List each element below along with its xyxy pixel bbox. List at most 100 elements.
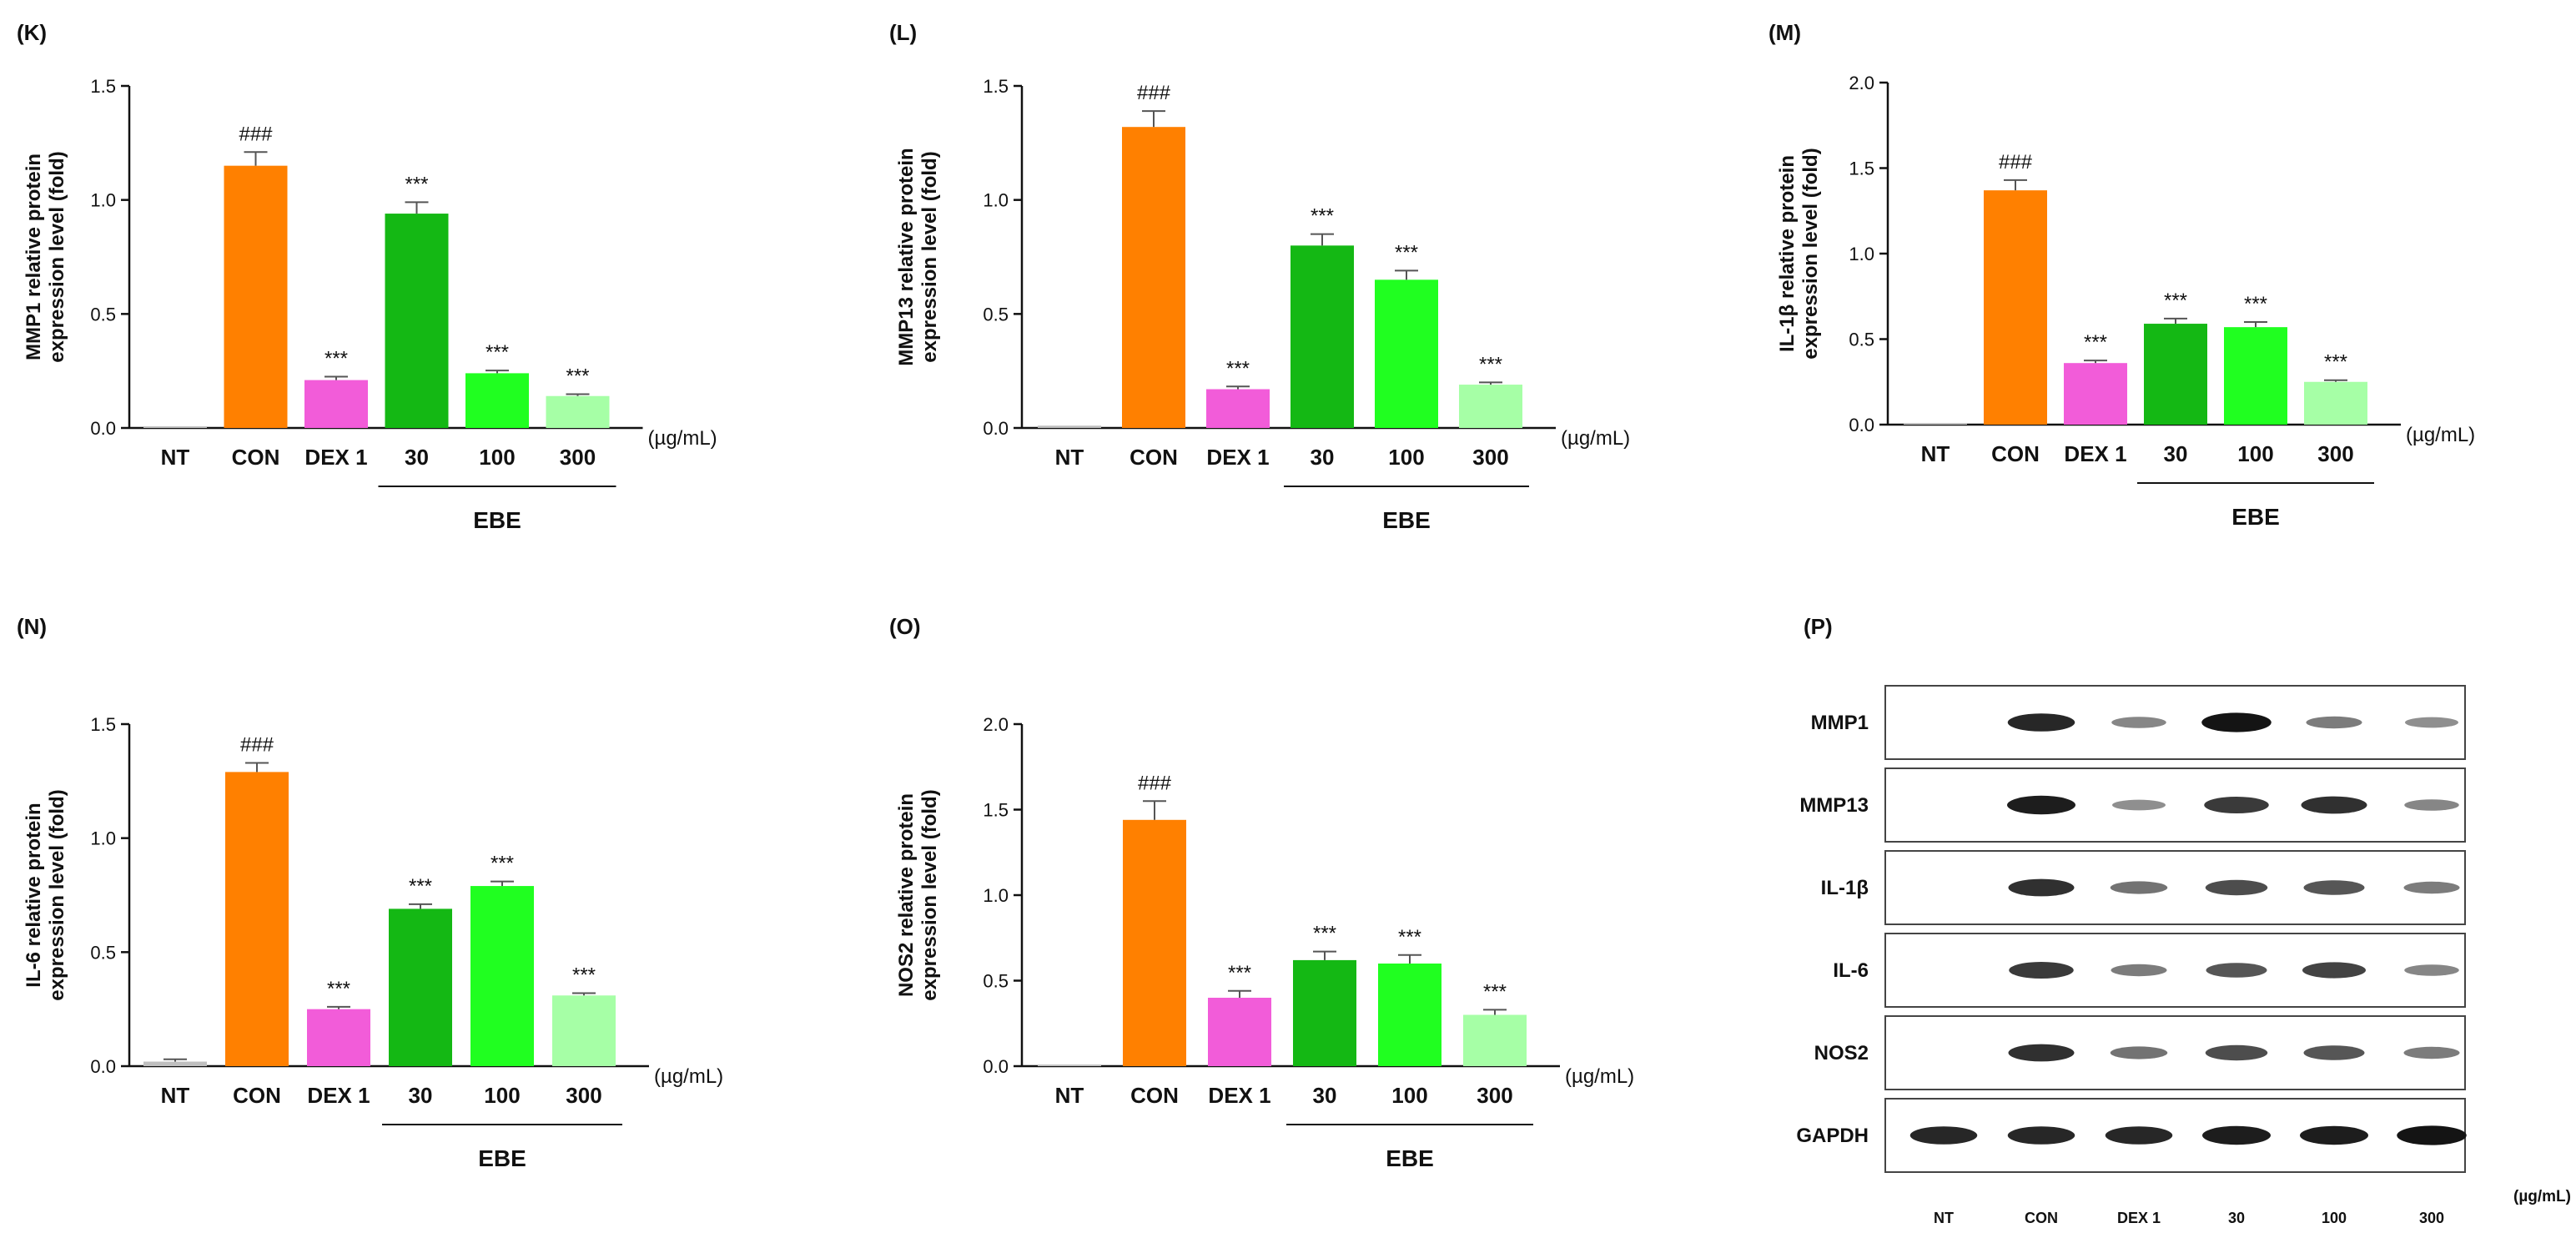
bar-300 xyxy=(1463,1014,1527,1066)
x-tick-label: 100 xyxy=(479,445,515,470)
x-tick-label: 30 xyxy=(2164,441,2188,466)
x-tick-label: 300 xyxy=(1477,1083,1512,1108)
y-tick-label: 1.5 xyxy=(983,76,1009,97)
bar-con xyxy=(1984,190,2047,425)
significance-marker: *** xyxy=(327,978,350,1000)
unit-label: (µg/mL) xyxy=(2406,424,2475,446)
x-tick-label: DEX 1 xyxy=(2064,441,2126,466)
y-tick-label: 0.5 xyxy=(983,304,1009,325)
y-axis-label: expression level (fold) xyxy=(918,151,941,362)
y-tick-label: 1.5 xyxy=(1849,159,1874,179)
panel-label: (K) xyxy=(17,20,47,45)
x-tick-label: NT xyxy=(161,1083,190,1108)
blot-row-label: NOS2 xyxy=(1814,1042,1869,1064)
bar-nt xyxy=(143,427,207,428)
significance-marker: *** xyxy=(491,853,514,875)
significance-marker: ### xyxy=(240,733,274,756)
blot-band xyxy=(2201,712,2272,732)
x-tick-label: DEX 1 xyxy=(307,1083,370,1108)
significance-marker: *** xyxy=(566,365,589,388)
significance-marker: *** xyxy=(405,173,428,195)
blot-column-label: 300 xyxy=(2419,1210,2444,1226)
significance-marker: *** xyxy=(325,348,348,370)
y-axis-label: expression level (fold) xyxy=(46,151,68,362)
bar-30 xyxy=(389,908,452,1066)
blot-band xyxy=(2306,716,2362,729)
blot-band xyxy=(2204,797,2269,813)
y-tick-label: 0.5 xyxy=(90,304,116,325)
group-label: EBE xyxy=(1386,1145,1434,1171)
bar-dex-1 xyxy=(304,380,368,428)
panel-label: (P) xyxy=(1804,614,1833,639)
y-tick-label: 0.0 xyxy=(90,1056,116,1077)
blot-band xyxy=(2111,964,2167,977)
significance-marker: *** xyxy=(409,875,432,898)
blot-band xyxy=(1909,1126,1978,1145)
x-tick-label: 300 xyxy=(566,1083,601,1108)
blot-band xyxy=(2008,878,2075,897)
significance-marker: *** xyxy=(486,341,509,364)
bar-300 xyxy=(552,995,616,1066)
blot-band xyxy=(2009,962,2074,979)
y-tick-label: 0.5 xyxy=(983,971,1009,992)
x-tick-label: 300 xyxy=(2317,441,2353,466)
y-tick-label: 1.0 xyxy=(983,190,1009,211)
x-tick-label: 30 xyxy=(1311,445,1335,470)
unit-label: (µg/mL) xyxy=(2513,1188,2571,1205)
y-axis-label: MMP13 relative protein xyxy=(895,148,918,365)
significance-marker: *** xyxy=(1395,241,1418,264)
blot-band xyxy=(2111,717,2166,728)
blot-band xyxy=(2110,1046,2168,1059)
blot-band xyxy=(2112,799,2166,811)
blot-strip-gapdh xyxy=(1884,1098,2466,1173)
significance-marker: *** xyxy=(572,964,596,987)
blot-band xyxy=(2397,1125,2467,1145)
significance-marker: ### xyxy=(1137,82,1171,104)
group-label: EBE xyxy=(1382,507,1431,533)
bar-dex-1 xyxy=(1206,389,1270,428)
group-label: EBE xyxy=(473,507,521,533)
bar-dex-1 xyxy=(1208,998,1271,1066)
western-blot: (P) MMP1 MMP13 IL-1β IL-6 NOS2 GAPDH NT CON DEX 1… xyxy=(1796,614,2571,1226)
y-tick-label: 1.0 xyxy=(983,885,1009,906)
significance-marker: *** xyxy=(2084,331,2107,354)
blot-band xyxy=(2202,1125,2271,1145)
x-tick-label: CON xyxy=(1130,1083,1179,1108)
bar-con xyxy=(1122,127,1185,428)
blot-band xyxy=(2205,1044,2268,1061)
significance-marker: *** xyxy=(2324,351,2347,374)
significance-marker: *** xyxy=(2244,293,2267,315)
blot-band xyxy=(2206,963,2267,978)
y-axis-label: MMP1 relative protein xyxy=(23,153,45,360)
y-tick-label: 0.5 xyxy=(90,942,116,963)
x-tick-label: DEX 1 xyxy=(304,445,367,470)
blot-band xyxy=(2302,962,2366,979)
bar-300 xyxy=(546,395,610,428)
blot-row-label: GAPDH xyxy=(1796,1125,1869,1147)
group-label: EBE xyxy=(2231,504,2280,530)
blot-band xyxy=(2403,1046,2460,1059)
bar-100 xyxy=(1375,279,1438,428)
x-tick-label: 30 xyxy=(409,1083,433,1108)
bar-con xyxy=(225,772,289,1066)
bar-30 xyxy=(1293,959,1356,1066)
y-tick-label: 1.0 xyxy=(90,828,116,849)
x-tick-label: 100 xyxy=(1388,445,1424,470)
x-tick-label: NT xyxy=(1055,445,1084,470)
panel-label: (L) xyxy=(889,20,917,45)
bar-100 xyxy=(465,373,529,428)
bar-30 xyxy=(1291,245,1354,428)
bar-con xyxy=(1123,819,1186,1066)
unit-label: (µg/mL) xyxy=(648,427,717,450)
significance-marker: *** xyxy=(1226,357,1250,380)
blot-strip-mmp13 xyxy=(1884,767,2466,843)
blot-band xyxy=(2303,880,2365,895)
significance-marker: *** xyxy=(2164,289,2187,312)
bar-dex-1 xyxy=(2064,363,2127,425)
blot-band xyxy=(2404,799,2459,811)
x-tick-label: 300 xyxy=(560,445,596,470)
blot-band xyxy=(2404,964,2459,976)
bar-dex-1 xyxy=(307,1009,370,1066)
x-tick-label: 100 xyxy=(1391,1083,1427,1108)
blot-row-label: MMP13 xyxy=(1799,794,1869,817)
